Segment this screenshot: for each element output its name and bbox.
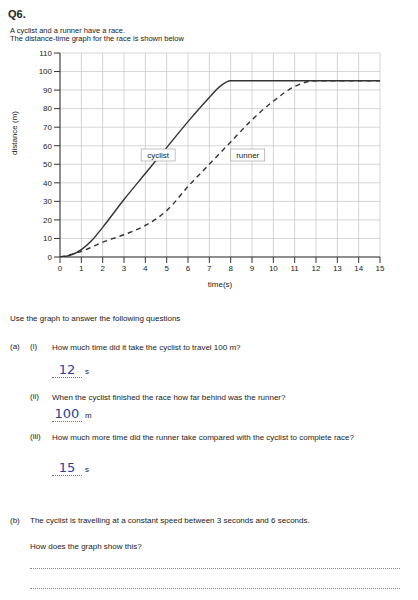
svg-text:9: 9 (250, 264, 255, 273)
svg-text:40: 40 (43, 179, 52, 188)
svg-text:14: 14 (354, 264, 363, 273)
svg-text:2: 2 (100, 264, 105, 273)
html-text:Q6.: Q6. (8, 8, 26, 20)
svg-text:10: 10 (269, 264, 278, 273)
html-text:s: s (85, 367, 89, 376)
svg-text:80: 80 (43, 104, 52, 113)
svg-text:cyclist: cyclist (147, 151, 170, 160)
svg-text:20: 20 (43, 216, 52, 225)
svg-text:50: 50 (43, 160, 52, 169)
svg-text:60: 60 (43, 142, 52, 151)
html-text:(a): (a) (10, 342, 20, 351)
svg-text:5: 5 (164, 264, 169, 273)
html-text:15: 15 (58, 460, 76, 475)
svg-text:12: 12 (312, 264, 321, 273)
svg-text:11: 11 (291, 264, 300, 273)
svg-text:0: 0 (58, 264, 63, 273)
svg-text:1: 1 (79, 264, 84, 273)
html-text:(b): (b) (10, 516, 20, 525)
svg-text:90: 90 (43, 86, 52, 95)
svg-text:15: 15 (376, 264, 385, 273)
html-text:(ii): (ii) (30, 392, 39, 401)
html-text:When the cyclist finished the: When the cyclist finished the race how f… (52, 393, 286, 402)
svg-text:30: 30 (43, 197, 52, 206)
svg-text:3: 3 (122, 264, 127, 273)
svg-text:10: 10 (43, 234, 52, 243)
svg-text:8: 8 (228, 264, 233, 273)
svg-text:7: 7 (207, 264, 212, 273)
html-text:(iii): (iii) (30, 432, 41, 441)
html-text:100 m: 100 m (54, 406, 92, 421)
html-text:The distance-time graph for th: The distance-time graph for the race is … (10, 34, 184, 43)
html-text:s: s (85, 465, 89, 474)
html-text:How much more time did the run: How much more time did the runner take c… (52, 433, 354, 442)
html-text:A cyclist and a runner have a: A cyclist and a runner have a race. (10, 26, 126, 35)
html-text:The cyclist is travelling at a: The cyclist is travelling at a constant … (30, 516, 310, 525)
svg-text:70: 70 (43, 123, 52, 132)
html-text:12: 12 (58, 362, 76, 377)
svg-text:distance (m): distance (m) (10, 111, 19, 155)
html-text:Use the graph to answer the fo: Use the graph to answer the following qu… (10, 314, 181, 323)
svg-text:110: 110 (39, 49, 52, 58)
svg-text:13: 13 (333, 264, 342, 273)
svg-text:0: 0 (48, 253, 53, 262)
svg-text:6: 6 (186, 264, 191, 273)
svg-text:100: 100 (39, 67, 53, 76)
html-text:How much time did it take the: How much time did it take the cyclist to… (52, 343, 241, 352)
html-text:How does the graph show this?: How does the graph show this? (30, 542, 142, 551)
svg-text:runner: runner (236, 151, 259, 160)
svg-text:time(s): time(s) (208, 280, 233, 289)
html-text:(i): (i) (30, 342, 38, 351)
svg-text:4: 4 (143, 264, 148, 273)
